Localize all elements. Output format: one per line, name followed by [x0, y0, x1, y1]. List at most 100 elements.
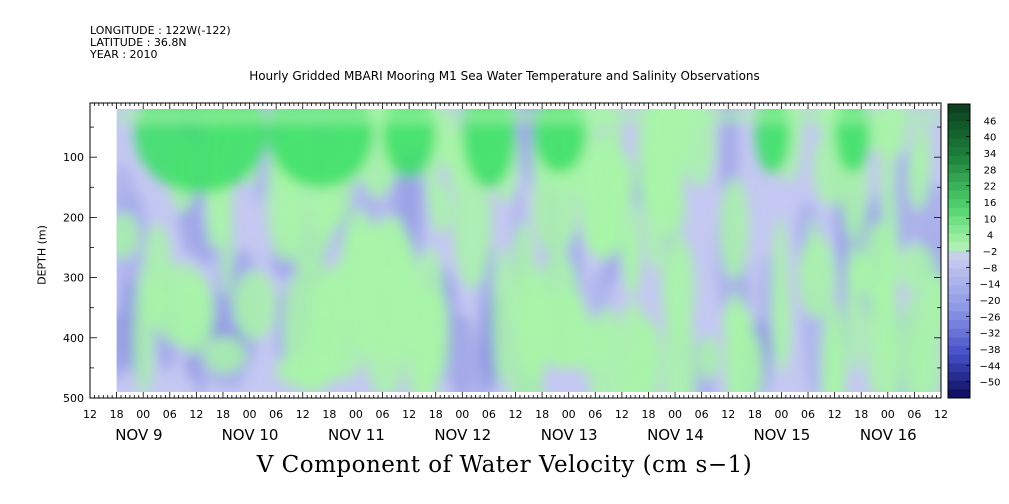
- heatmap-surface-band: [116, 109, 941, 124]
- heatmap-cell-positive: [879, 238, 897, 364]
- x-hour-tick-label: 18: [641, 408, 655, 421]
- x-hour-tick-label: 18: [748, 408, 762, 421]
- x-day-tick-label: NOV 12: [434, 426, 491, 444]
- colorbar-label: −8: [983, 263, 998, 274]
- heatmap-cell-positive: [845, 239, 864, 373]
- x-hour-tick-label: 18: [429, 408, 443, 421]
- x-hour-tick-label: 00: [668, 408, 682, 421]
- x-day-tick-label: NOV 13: [541, 426, 598, 444]
- chart-title: Hourly Gridded MBARI Mooring M1 Sea Wate…: [249, 69, 760, 83]
- x-hour-tick-label: 06: [907, 408, 921, 421]
- colorbar-swatch: [948, 164, 970, 174]
- heatmap-cell-positive: [643, 319, 661, 392]
- heatmap-cell-positive: [697, 336, 720, 380]
- colorbar-label: 40: [984, 133, 997, 144]
- heatmap-cell-positive: [403, 249, 419, 320]
- colorbar-swatch: [948, 225, 970, 235]
- heatmap-cell-positive: [827, 314, 844, 392]
- x-hour-tick-label: 06: [269, 408, 283, 421]
- x-day-tick-label: NOV 11: [328, 426, 385, 444]
- x-hour-tick-label: 12: [509, 408, 523, 421]
- heatmap-cell-positive: [684, 109, 715, 187]
- colorbar-label: 4: [987, 231, 993, 242]
- x-hour-tick-label: 06: [695, 408, 709, 421]
- heatmap-cell-positive: [669, 249, 684, 314]
- colorbar-swatch: [948, 129, 970, 140]
- x-day-tick-label: NOV 15: [753, 426, 810, 444]
- heatmap-cell-positive: [429, 183, 453, 234]
- heatmap-cell-positive: [406, 317, 440, 392]
- colorbar-swatch: [948, 354, 970, 364]
- heatmap-field: [116, 109, 941, 392]
- x-day-tick-label: NOV 10: [222, 426, 279, 444]
- heatmap-cell-positive: [623, 231, 639, 295]
- colorbar-swatch: [948, 259, 970, 269]
- colorbar-label: 34: [984, 149, 997, 160]
- colorbar-label: −20: [979, 296, 1000, 307]
- colorbar-label: −44: [979, 361, 1000, 372]
- x-hour-tick-label: 06: [588, 408, 602, 421]
- heatmap-cell-positive: [142, 223, 173, 329]
- colorbar-swatch: [948, 233, 970, 243]
- colorbar-label: 10: [984, 214, 997, 225]
- heatmap-cell-positive-strong: [382, 109, 436, 179]
- colorbar-label: −38: [979, 345, 1000, 356]
- x-hour-tick-label: 06: [376, 408, 390, 421]
- colorbar-swatch: [948, 181, 970, 191]
- x-axis-label: V Component of Water Velocity (cm s−1): [256, 452, 753, 478]
- colorbar-swatch: [948, 138, 970, 148]
- y-tick-label: 300: [63, 272, 84, 285]
- colorbar-swatch: [948, 320, 970, 330]
- heatmap-cell-positive: [771, 217, 789, 360]
- x-day-tick-label: NOV 16: [860, 426, 917, 444]
- heatmap-cell-positive: [900, 291, 930, 392]
- heatmap-cell-positive-strong: [834, 109, 871, 174]
- heatmap-cell-positive: [221, 200, 233, 299]
- colorbar-swatch: [948, 104, 970, 114]
- colorbar-swatch: [948, 363, 970, 373]
- heatmap-cell-positive: [232, 270, 277, 340]
- heatmap-cell-positive: [661, 306, 697, 392]
- heatmap-cell-positive-strong: [134, 109, 268, 194]
- x-hour-tick-label: 06: [801, 408, 815, 421]
- heatmap-cell-positive: [652, 109, 681, 232]
- colorbar-swatch: [948, 155, 970, 166]
- x-day-tick-label: NOV 14: [647, 426, 704, 444]
- colorbar-swatch: [948, 346, 970, 356]
- colorbar-swatch: [948, 216, 970, 226]
- heatmap-cell-positive: [565, 316, 611, 373]
- y-tick-label: 100: [63, 151, 84, 164]
- heatmap-cell-positive: [580, 146, 601, 252]
- colorbar-swatch: [948, 276, 970, 287]
- heatmap-cell-positive-strong: [754, 109, 791, 174]
- x-hour-tick-label: 00: [774, 408, 788, 421]
- x-hour-tick-label: 00: [562, 408, 576, 421]
- x-hour-tick-label: 00: [881, 408, 895, 421]
- x-hour-tick-label: 12: [934, 408, 948, 421]
- colorbar-swatch: [948, 121, 970, 131]
- y-tick-label: 200: [63, 211, 84, 224]
- x-hour-tick-label: 18: [216, 408, 230, 421]
- colorbar-swatch: [948, 147, 970, 157]
- colorbar-label: −14: [979, 280, 1000, 291]
- x-day-tick-label: NOV 9: [115, 426, 162, 444]
- colorbar-label: −50: [979, 378, 1000, 389]
- heatmap-cell-positive: [922, 272, 941, 321]
- x-hour-tick-label: 12: [189, 408, 203, 421]
- x-hour-tick-label: 12: [296, 408, 310, 421]
- colorbar-label: 28: [984, 165, 997, 176]
- x-hour-tick-label: 00: [349, 408, 363, 421]
- heatmap-cell-positive-strong: [462, 109, 516, 189]
- y-tick-label: 500: [63, 392, 84, 405]
- latitude-label: LATITUDE : 36.8N: [90, 36, 187, 49]
- heatmap-cell-negative-strong: [448, 312, 477, 392]
- colorbar-label: −32: [979, 329, 1000, 340]
- colorbar-swatch: [948, 337, 970, 347]
- heatmap-cell-positive: [605, 109, 622, 240]
- colorbar-swatch: [948, 372, 970, 382]
- heatmap-cell-positive: [907, 145, 929, 211]
- colorbar-swatch: [948, 285, 970, 295]
- colorbar-swatch: [948, 302, 970, 313]
- x-hour-tick-label: 12: [721, 408, 735, 421]
